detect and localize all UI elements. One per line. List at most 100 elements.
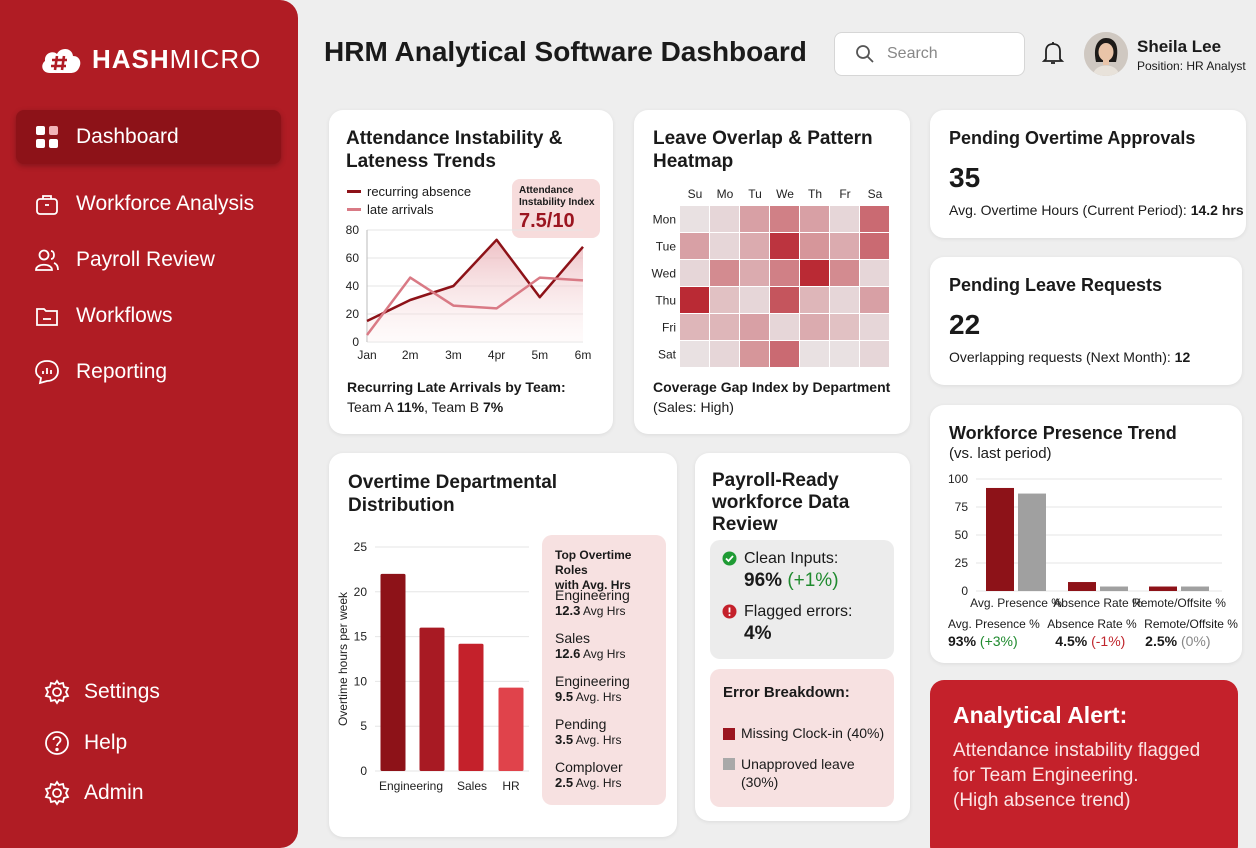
stat-value: 93%: [948, 633, 977, 649]
overtime-bar: [498, 687, 524, 771]
overlap-value: 12: [1174, 349, 1191, 365]
user-avatar-icon: [1084, 32, 1128, 76]
analytical-alert[interactable]: Analytical Alert: Attendance instability…: [930, 680, 1238, 848]
team-a-value: 11%: [396, 399, 425, 415]
x-tick-label: 5m: [531, 348, 548, 362]
stat-value: 2.5%: [1145, 633, 1178, 649]
heatmap-cell: [710, 206, 739, 232]
cloud-hash-icon: [42, 48, 81, 73]
team-b-label: , Team B: [424, 399, 483, 415]
y-tick-label: 0: [352, 335, 359, 349]
brand-light: MICRO: [169, 44, 262, 74]
heatmap-cell: [680, 260, 709, 286]
avatar[interactable]: [1084, 32, 1128, 76]
stat-label: Remote/Offsite %: [1144, 617, 1238, 631]
overtime-bar: [458, 643, 484, 771]
overtime-distribution-card: Overtime Departmental Distribution 0 5 10 1…: [329, 453, 677, 837]
stat-label: Absence Rate %: [1047, 617, 1137, 631]
bell-icon[interactable]: [1041, 40, 1065, 66]
unapproved-leave-line2: (30%): [741, 774, 779, 790]
attendance-line-chart: 0 20 40 60 80 Jan 2m 3m 4pr 5m 6m: [346, 223, 592, 362]
ot-dist-title-line1: Overtime Departmental: [348, 472, 558, 493]
overtime-bar: [419, 627, 445, 771]
pending-leave-title: Pending Leave Requests: [949, 275, 1163, 295]
role-hours-value: 12.3: [555, 603, 581, 618]
heatmap-cell: [860, 287, 889, 313]
stat-delta: (-1%): [1091, 633, 1126, 649]
sidebar-item-reporting[interactable]: Reporting: [16, 345, 281, 399]
error-breakdown-title: Error Breakdown:: [723, 684, 850, 701]
search-input[interactable]: [887, 45, 1007, 63]
role-name: Sales: [555, 630, 591, 646]
recurring-absence-area: [367, 239, 583, 342]
heatmap-cell: [770, 233, 799, 259]
alert-title: Analytical Alert:: [953, 702, 1128, 728]
heatmap-cell: [800, 287, 829, 313]
heatmap-cell: [680, 233, 709, 259]
heatmap-cell: [710, 314, 739, 340]
heatmap-cell: [680, 341, 709, 367]
pending-overtime-title: Pending Overtime Approvals: [949, 128, 1196, 148]
heatmap-cell: [770, 287, 799, 313]
role-hours-unit: Avg. Hrs: [573, 690, 622, 704]
user-name: Sheila Lee: [1137, 37, 1222, 56]
sidebar-item-dashboard[interactable]: Dashboard: [16, 110, 281, 164]
attendance-title: Attendance Instability & Lateness Trends: [346, 127, 562, 173]
sidebar-item-label: Dashboard: [76, 125, 179, 148]
heatmap-cell: [800, 260, 829, 286]
x-tick-label: Engineering: [379, 779, 443, 793]
heatmap-cell: [830, 314, 859, 340]
stat-delta: (+3%): [979, 633, 1018, 649]
brand-logo[interactable]: HASHMICRO: [40, 44, 261, 75]
avg-overtime-value: 14.2 hrs: [1190, 202, 1244, 218]
presence-bar: [1181, 586, 1209, 591]
sidebar-item-label: Reporting: [76, 360, 168, 383]
pending-overtime-card[interactable]: Pending Overtime Approvals 35 Avg. Overt…: [930, 110, 1246, 238]
gear-icon: [44, 679, 70, 705]
payroll-title-line2: workforce Data: [712, 492, 850, 513]
payroll-title: Payroll-Ready workforce Data Review: [712, 470, 849, 536]
sidebar: HASHMICRO Dashboard Workforce Analysis P…: [0, 0, 298, 848]
role-name: Pending: [555, 716, 607, 732]
sidebar-item-label: Payroll Review: [76, 248, 215, 271]
missing-clockin-label: Missing Clock-in (40%): [741, 725, 885, 741]
heatmap-cell: [800, 233, 829, 259]
payroll-status-panel: Clean Inputs: 96% (+1%) Flagged errors: …: [710, 540, 894, 659]
overtime-role-item: Pending 3.5 Avg. Hrs: [555, 716, 622, 747]
sidebar-item-workflows[interactable]: Workflows: [16, 289, 281, 343]
sidebar-item-admin[interactable]: Admin: [44, 780, 144, 806]
y-axis-label: Overtime hours per week: [336, 591, 350, 726]
overtime-bar: [380, 573, 406, 771]
page-title: HRM Analytical Software Dashboard: [324, 36, 807, 67]
role-hours-unit: Avg Hrs: [580, 647, 626, 661]
heatmap-day-label: Tu: [748, 187, 762, 201]
y-tick-label: 40: [346, 279, 360, 293]
y-tick-label: 20: [354, 585, 368, 599]
role-name: Complover: [555, 759, 623, 775]
sidebar-item-payroll-review[interactable]: Payroll Review: [16, 233, 281, 287]
leave-heatmap: Su Mo Tu We Th Fr Sa Mon Tue Wed Thu Fri Sat: [652, 187, 889, 367]
pending-leave-card[interactable]: Pending Leave Requests 22 Overlapping re…: [930, 257, 1242, 385]
y-tick-label: 50: [955, 528, 969, 542]
heatmap-cell: [830, 260, 859, 286]
sidebar-item-settings[interactable]: Settings: [44, 679, 160, 705]
x-tick-label: 6m: [575, 348, 592, 362]
role-name: Engineering: [555, 587, 630, 603]
presence-stats: Avg. Presence % 93% (+3%) Absence Rate %…: [948, 617, 1238, 649]
search-box[interactable]: [834, 32, 1025, 76]
sidebar-item-help[interactable]: Help: [44, 730, 127, 756]
clean-inputs-delta: (+1%): [787, 570, 839, 591]
sidebar-item-workforce-analysis[interactable]: Workforce Analysis: [16, 177, 281, 231]
heatmap-cell: [830, 233, 859, 259]
late-arrivals-values: Team A 11%, Team B 7%: [347, 399, 503, 415]
index-value: 7.5/10: [519, 210, 575, 232]
attendance-title-line2: Lateness Trends: [346, 151, 496, 172]
x-tick-label: Remote/Offsite %: [1132, 596, 1226, 610]
sidebar-item-label: Admin: [84, 781, 144, 804]
roles-title-1: Top Overtime Roles: [555, 548, 632, 577]
unapproved-leave-label: Unapproved leave (30%): [741, 755, 855, 791]
overtime-role-item: Complover 2.5 Avg. Hrs: [555, 759, 623, 790]
avg-overtime-label: Avg. Overtime Hours (Current Period):: [949, 202, 1191, 218]
legend-recurring: recurring absence: [347, 184, 471, 199]
heatmap-cell: [680, 314, 709, 340]
